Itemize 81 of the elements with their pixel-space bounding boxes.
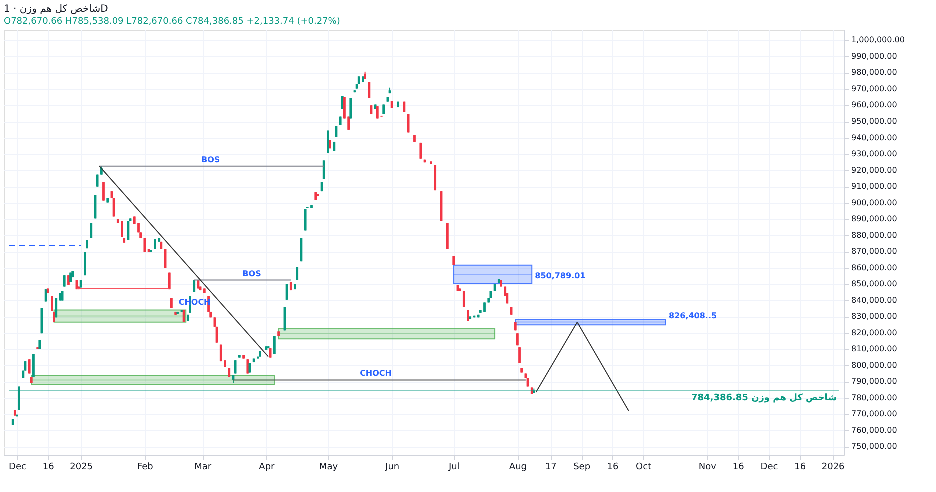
candlestick: [228, 368, 231, 378]
y-tick-label: 790,000.00: [852, 377, 898, 386]
x-tick-label: Apr: [259, 462, 276, 472]
candlestick: [90, 222, 93, 239]
x-tick-label: Jun: [384, 462, 400, 472]
candlestick: [144, 238, 146, 253]
candlestick: [234, 360, 237, 374]
candlestick: [32, 354, 35, 378]
candlestick: [518, 347, 521, 364]
y-tick-label: 760,000.00: [852, 426, 898, 435]
y-tick-label: 980,000.00: [852, 68, 898, 78]
annotation: CHOCH: [360, 369, 392, 378]
candlestick: [420, 142, 422, 160]
y-tick-label: 990,000.00: [852, 52, 898, 61]
candlestick: [516, 333, 519, 346]
y-tick-label: 930,000.00: [852, 150, 898, 159]
y-tick-label: 750,000.00: [852, 442, 898, 452]
candlestick: [38, 340, 42, 350]
y-tick-label: 890,000.00: [852, 214, 898, 224]
y-tick-label: 860,000.00: [852, 263, 898, 272]
x-tick-label: Nov: [698, 462, 718, 472]
candlestick: [376, 106, 379, 120]
x-tick-label: Oct: [636, 462, 652, 472]
y-tick-label: 960,000.00: [852, 100, 898, 110]
x-tick-label: 16: [42, 462, 55, 472]
x-tick-label: 2025: [70, 462, 94, 472]
y-tick-label: 950,000.00: [852, 117, 898, 126]
chart-subtitle: O782,670.66 H785,538.09 L782,670.66 C784,386.85 +2,133.74 (+0.27%): [4, 17, 340, 27]
candlestick: [96, 174, 99, 188]
ref-line-label: شاخص کل هم وزن 784,386.85: [692, 394, 838, 404]
candlestick: [452, 256, 456, 266]
y-tick-label: 850,000.00: [852, 280, 898, 289]
y-tick-label: 870,000.00: [852, 247, 898, 256]
candlestick: [44, 289, 48, 302]
x-tick-label: 16: [607, 462, 619, 472]
candlestick: [154, 238, 156, 250]
y-tick-label: 880,000.00: [852, 230, 898, 240]
y-tick-label: 970,000.00: [852, 84, 898, 94]
candlestick: [193, 280, 196, 293]
candlestick: [269, 348, 272, 358]
x-tick-label: 16: [794, 462, 806, 472]
chart-title: شاخص کل هم وزن · 1D: [4, 4, 109, 15]
candlestick: [484, 302, 486, 312]
y-tick-label: 920,000.00: [852, 166, 898, 175]
candlestick: [467, 310, 470, 322]
candlestick: [55, 298, 58, 318]
x-tick-label: 2026: [822, 462, 846, 472]
candlestick: [296, 266, 299, 281]
x-tick-label: 17: [545, 462, 557, 472]
annotation: 826,408..5: [668, 311, 718, 320]
y-tick-label: 820,000.00: [852, 328, 898, 338]
x-tick-label: Jul: [448, 462, 460, 472]
candlestick: [18, 386, 20, 411]
y-tick-label: 900,000.00: [852, 198, 898, 208]
y-tick-label: 770,000.00: [852, 410, 898, 419]
candlestick: [63, 275, 66, 288]
candlestick: [322, 160, 326, 180]
candlestick: [350, 98, 352, 120]
candlestick: [462, 291, 466, 308]
y-tick-label: 800,000.00: [852, 360, 898, 370]
x-tick-label: Sep: [574, 462, 591, 472]
annotation: BOS: [242, 269, 262, 278]
y-tick-label: 810,000.00: [852, 344, 898, 354]
candlestick: [28, 359, 31, 374]
y-tick-label: 1,000,000.00: [852, 36, 905, 45]
annotation: 850,789.01: [535, 272, 586, 281]
x-tick-label: Aug: [509, 462, 527, 472]
x-tick-label: May: [319, 462, 339, 472]
x-tick-label: 16: [732, 462, 745, 472]
candlestick: [102, 182, 105, 202]
candlestick: [407, 114, 410, 134]
y-tick-label: 940,000.00: [852, 133, 898, 142]
x-tick-label: Mar: [194, 462, 212, 472]
y-tick-label: 780,000.00: [852, 393, 898, 402]
x-tick-label: Dec: [760, 462, 778, 472]
y-tick-label: 830,000.00: [852, 312, 898, 322]
annotation: BOS: [201, 155, 220, 164]
y-tick-label: 910,000.00: [852, 182, 898, 192]
x-tick-label: Dec: [9, 462, 26, 472]
y-tick-label: 840,000.00: [852, 296, 898, 305]
x-tick-label: Feb: [137, 462, 154, 472]
